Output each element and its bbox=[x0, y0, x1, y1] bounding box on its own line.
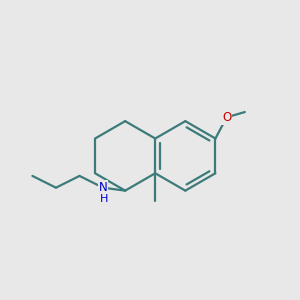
Text: H: H bbox=[100, 194, 108, 204]
Text: O: O bbox=[222, 111, 231, 124]
Text: N: N bbox=[99, 181, 107, 194]
